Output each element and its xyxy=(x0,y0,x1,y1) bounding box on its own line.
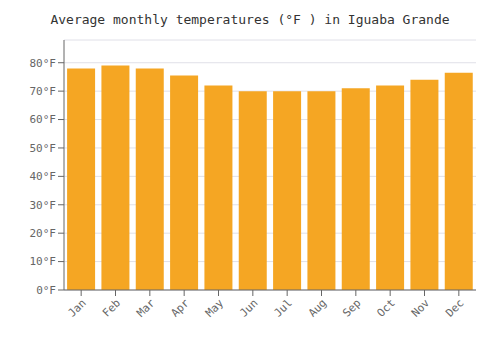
svg-text:80°F: 80°F xyxy=(30,57,57,70)
svg-text:Apr: Apr xyxy=(169,296,193,320)
svg-text:Oct: Oct xyxy=(375,296,398,319)
html-text:Average monthly temperatures (: Average monthly temperatures (°F ) in Ig… xyxy=(50,12,450,27)
svg-text:Sep: Sep xyxy=(340,296,363,319)
svg-text:Nov: Nov xyxy=(409,296,433,320)
svg-text:10°F: 10°F xyxy=(30,255,57,268)
svg-text:Aug: Aug xyxy=(306,296,329,319)
svg-text:0°F: 0°F xyxy=(36,284,56,297)
svg-text:40°F: 40°F xyxy=(30,170,57,183)
svg-text:Feb: Feb xyxy=(100,296,123,319)
svg-text:70°F: 70°F xyxy=(30,85,57,98)
svg-text:Dec: Dec xyxy=(443,296,466,319)
svg-text:30°F: 30°F xyxy=(30,199,57,212)
svg-text:May: May xyxy=(203,296,227,320)
svg-text:Mar: Mar xyxy=(134,296,158,320)
svg-text:Jun: Jun xyxy=(237,296,260,319)
svg-text:Jul: Jul xyxy=(272,296,295,319)
svg-text:50°F: 50°F xyxy=(30,142,57,155)
svg-text:20°F: 20°F xyxy=(30,227,57,240)
svg-text:Jan: Jan xyxy=(66,296,89,319)
svg-text:60°F: 60°F xyxy=(30,113,57,126)
